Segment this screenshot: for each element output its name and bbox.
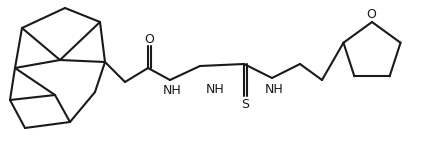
Text: O: O (144, 33, 154, 45)
Text: S: S (241, 98, 249, 110)
Text: NH: NH (206, 83, 224, 96)
Text: O: O (366, 8, 376, 20)
Text: NH: NH (264, 83, 283, 96)
Text: NH: NH (163, 83, 181, 97)
